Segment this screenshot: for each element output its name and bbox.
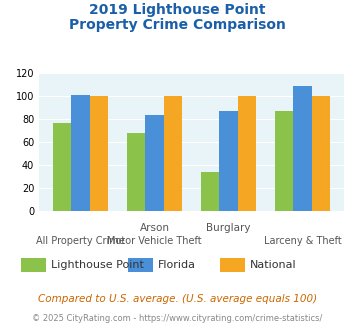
Bar — [71, 94, 90, 211]
Text: All Property Crime: All Property Crime — [36, 236, 125, 246]
Bar — [275, 111, 294, 211]
Bar — [219, 111, 238, 211]
Text: Florida: Florida — [158, 260, 196, 270]
Text: 2019 Lighthouse Point: 2019 Lighthouse Point — [89, 3, 266, 17]
Text: © 2025 CityRating.com - https://www.cityrating.com/crime-statistics/: © 2025 CityRating.com - https://www.city… — [32, 314, 323, 323]
Bar — [90, 96, 108, 211]
Bar — [164, 96, 182, 211]
Text: Larceny & Theft: Larceny & Theft — [264, 236, 342, 246]
Bar — [294, 86, 312, 211]
Bar — [201, 172, 219, 211]
Bar — [238, 96, 256, 211]
Text: Lighthouse Point: Lighthouse Point — [51, 260, 144, 270]
Bar — [146, 115, 164, 211]
Bar — [312, 96, 331, 211]
Bar — [53, 123, 71, 211]
Text: National: National — [250, 260, 296, 270]
Text: Motor Vehicle Theft: Motor Vehicle Theft — [107, 236, 202, 246]
Text: Property Crime Comparison: Property Crime Comparison — [69, 18, 286, 32]
Text: Burglary: Burglary — [207, 223, 251, 233]
Bar — [127, 133, 146, 211]
Text: Compared to U.S. average. (U.S. average equals 100): Compared to U.S. average. (U.S. average … — [38, 294, 317, 304]
Text: Arson: Arson — [140, 223, 170, 233]
